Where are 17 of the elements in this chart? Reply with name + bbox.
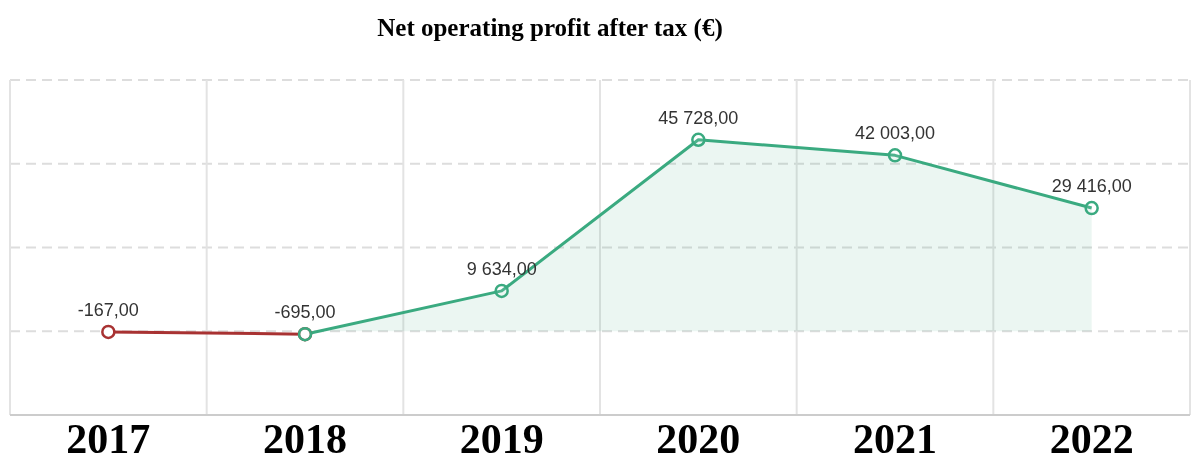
point xyxy=(691,132,706,148)
point xyxy=(494,283,509,299)
x-tick-label: 2017 xyxy=(66,415,151,462)
data-label: 45 728,00 xyxy=(658,107,739,128)
x-tick-label: 2018 xyxy=(263,415,347,462)
x-tick-label: 2019 xyxy=(459,415,544,462)
data-label: -695,00 xyxy=(274,302,336,323)
chart-title: Net operating profit after tax (€) xyxy=(376,14,724,42)
data-label: 42 003,00 xyxy=(854,123,936,144)
x-tick-label: 2021 xyxy=(853,415,937,462)
point xyxy=(101,324,116,340)
x-tick-label: 2022 xyxy=(1049,415,1134,462)
data-label: 29 416,00 xyxy=(1051,176,1132,197)
x-tick-label: 2020 xyxy=(656,415,741,462)
point xyxy=(887,148,903,163)
point xyxy=(1084,200,1099,216)
data-label: -167,00 xyxy=(77,299,139,320)
